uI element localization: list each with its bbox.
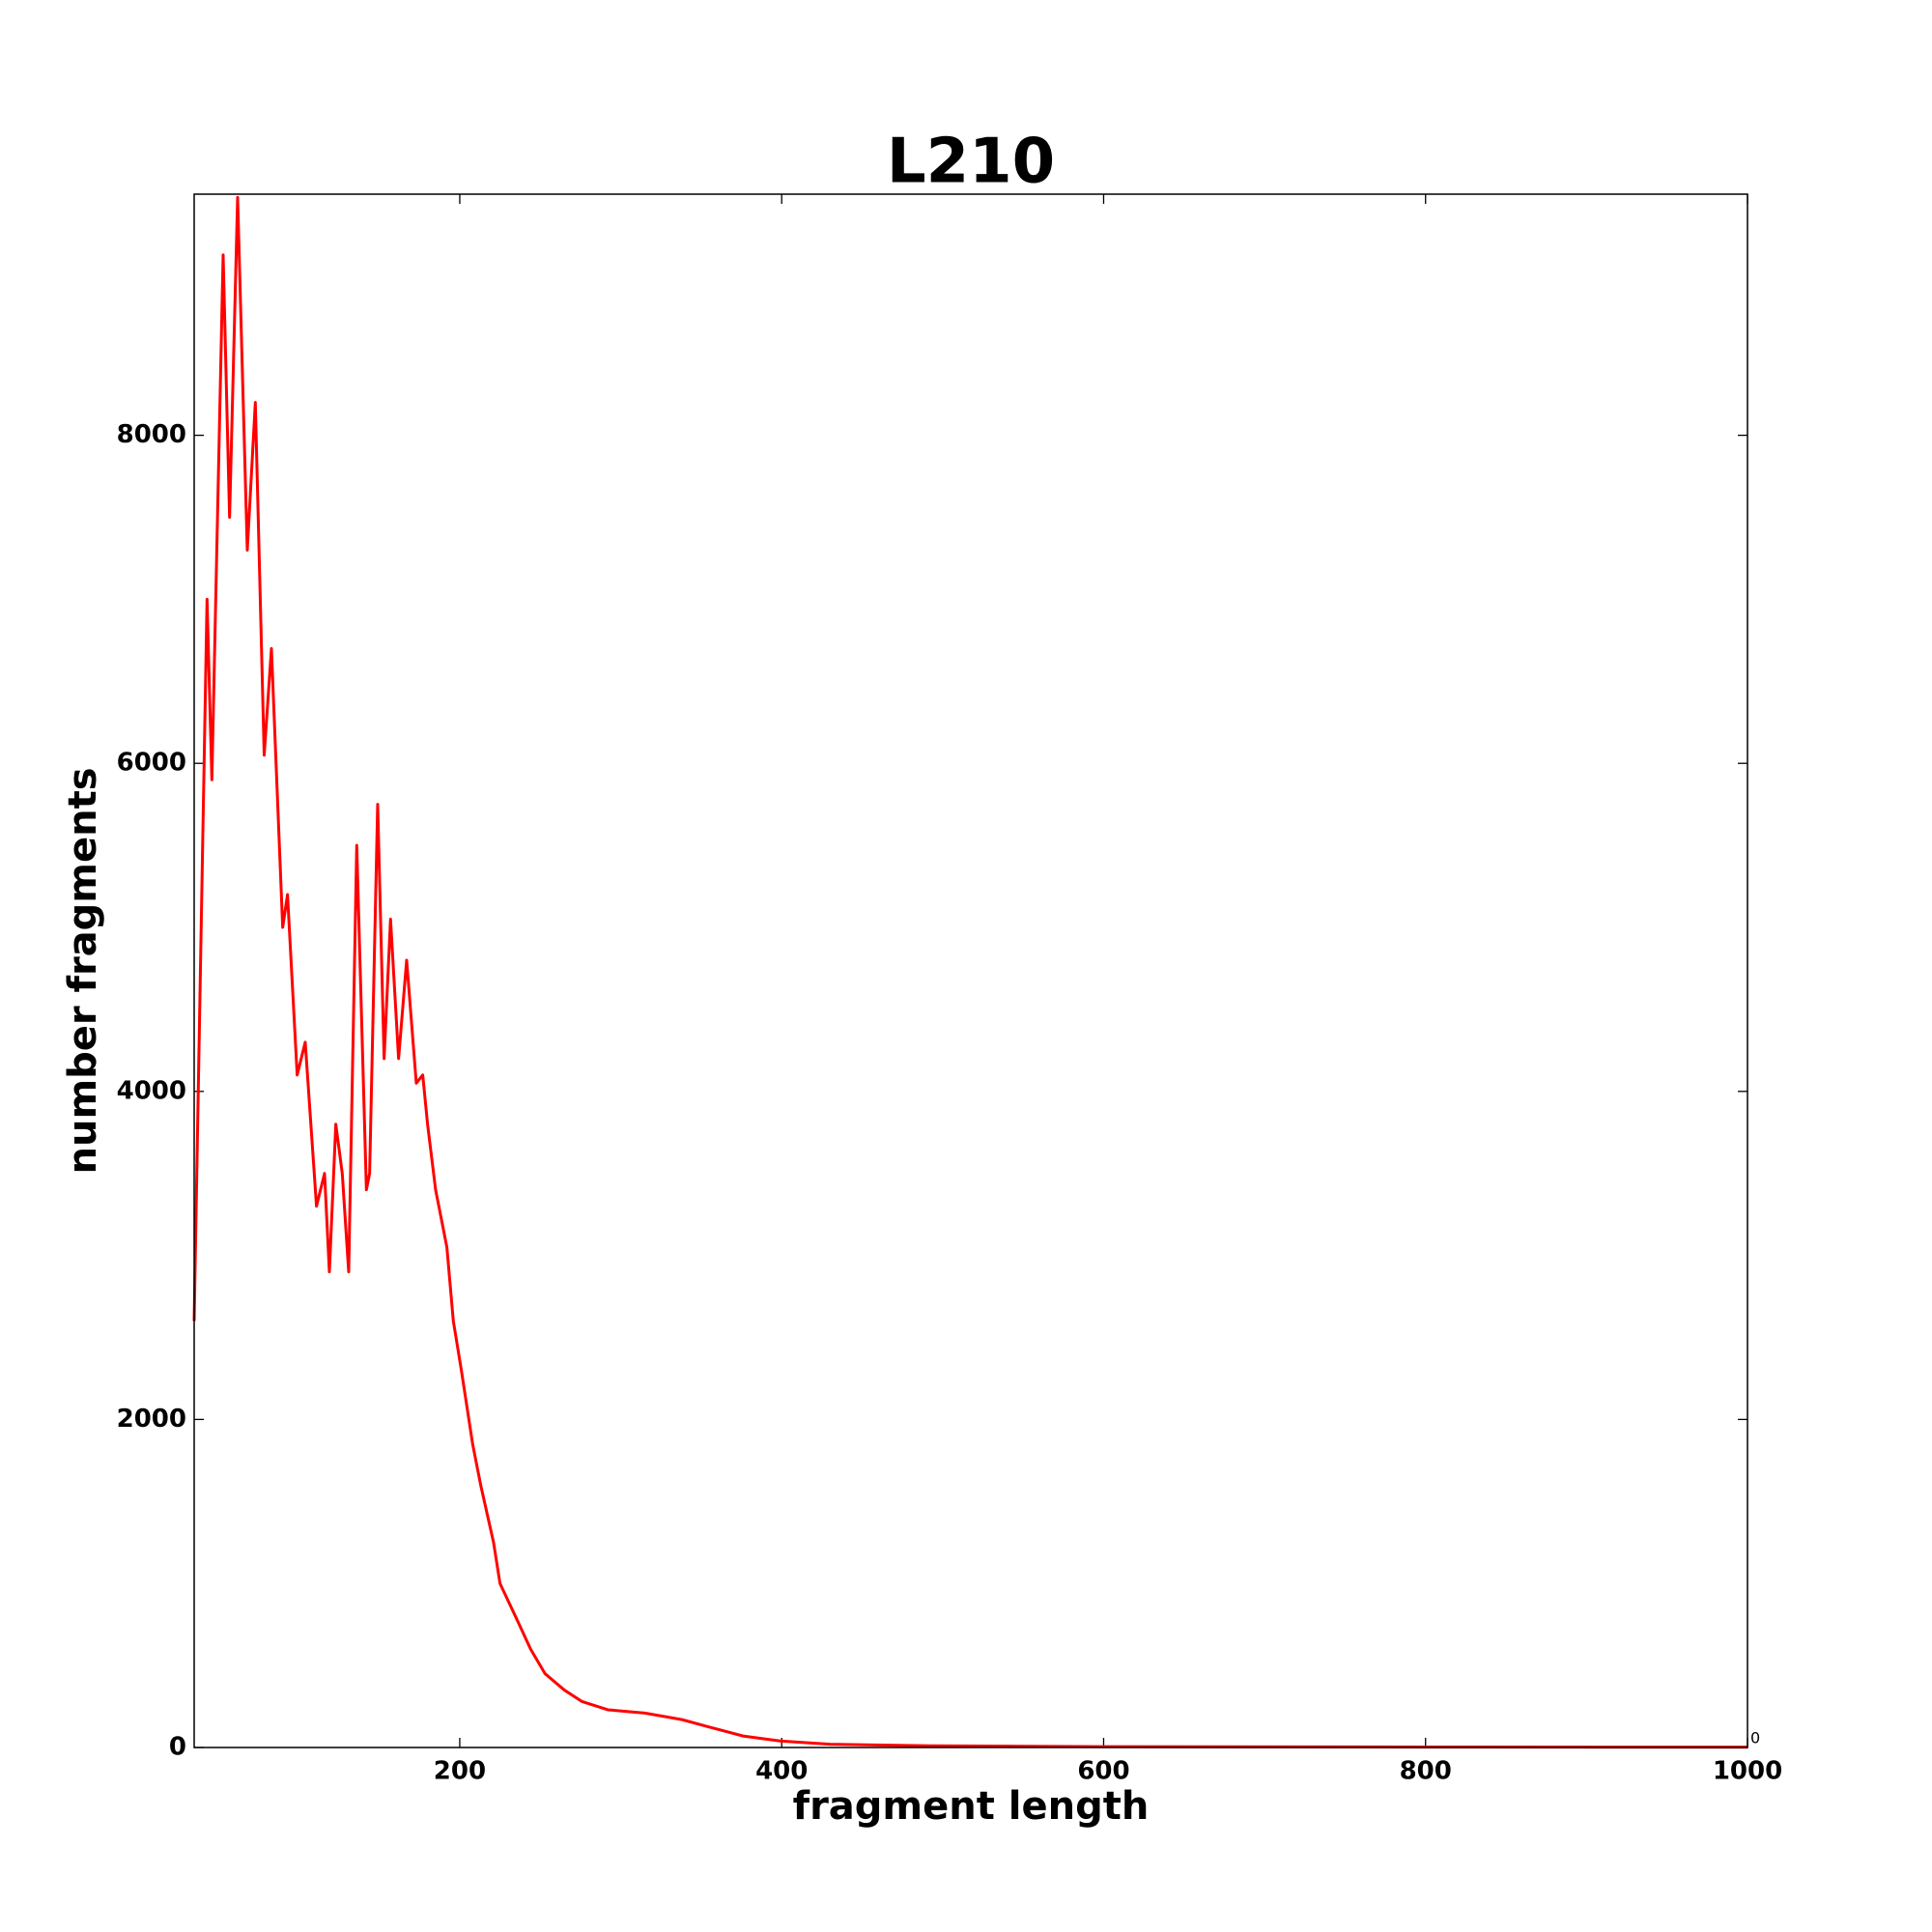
y-tick-label: 0 (169, 1733, 186, 1762)
x-tick-label: 600 (1077, 1757, 1129, 1786)
y-axis-label: number fragments (61, 767, 105, 1174)
x-tick-label: 800 (1400, 1757, 1452, 1786)
x-tick-label: 1000 (1713, 1757, 1782, 1786)
annotation: 0 (1750, 1729, 1760, 1747)
x-axis-label: fragment length (793, 1784, 1150, 1829)
y-tick-label: 6000 (117, 749, 186, 778)
y-tick-label: 4000 (117, 1076, 186, 1105)
x-tick-label: 400 (755, 1757, 808, 1786)
data-line (192, 195, 1748, 1749)
chart-title: L210 (887, 127, 1055, 198)
plot-frame (193, 193, 1748, 1748)
y-tick-label: 2000 (117, 1405, 186, 1434)
x-tick-label: 200 (434, 1757, 486, 1786)
y-tick-label: 8000 (117, 420, 186, 449)
